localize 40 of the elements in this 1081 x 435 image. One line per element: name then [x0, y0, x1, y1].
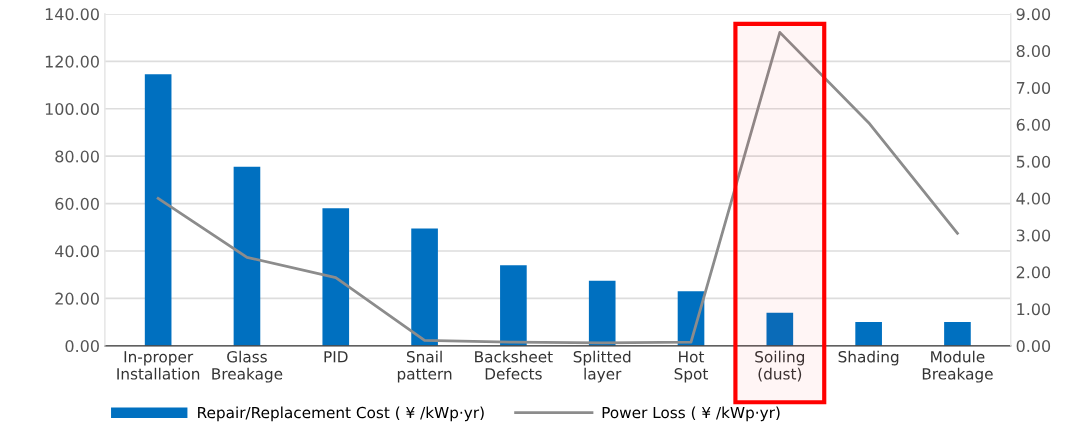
- y2-tick-label: 1.00: [1017, 303, 1051, 316]
- x-tick-label: Hot Spot: [674, 351, 709, 383]
- y2-tick-label: 8.00: [1016, 45, 1051, 58]
- y-tick-label: 40.00: [55, 245, 99, 258]
- bar: [855, 322, 882, 346]
- x-tick-label: Backsheet Defects: [475, 350, 553, 380]
- bar: [411, 228, 438, 346]
- x-tick-label: PID: [324, 351, 348, 363]
- x-tick-label: Module Breakage: [922, 350, 993, 383]
- y-tick-label: 20.00: [55, 292, 99, 305]
- x-tick-label: Soiling (dust): [755, 350, 805, 382]
- legend-label: Power Loss ( ¥ /kWp·yr): [602, 406, 780, 422]
- bar: [766, 312, 794, 346]
- y2-tick-label: 0.00: [1016, 340, 1051, 353]
- bar: [144, 74, 172, 346]
- bar: [944, 322, 971, 346]
- bar: [588, 280, 616, 346]
- bar: [322, 208, 350, 346]
- line-series: [156, 30, 959, 345]
- x-tick-label: Snail pattern: [397, 350, 452, 383]
- x-tick-label: Splitted layer: [573, 350, 631, 383]
- y-tick-label: 80.00: [55, 150, 99, 163]
- legend-label: Repair/Replacement Cost ( ¥ /kWp·yr): [198, 406, 484, 422]
- y-tick-label: 100.00: [45, 102, 99, 116]
- y2-tick-label: 3.00: [1016, 229, 1051, 242]
- bar: [500, 265, 527, 346]
- y2-tick-label: 5.00: [1016, 155, 1051, 168]
- y-tick-label: 0.00: [65, 340, 99, 353]
- y-tick-label: 140.00: [45, 8, 99, 21]
- y2-tick-label: 7.00: [1016, 81, 1051, 94]
- y-tick-label: 60.00: [55, 197, 99, 210]
- x-tick-label: In-proper Installation: [117, 351, 200, 380]
- x-tick-label: Glass Breakage: [212, 350, 283, 383]
- y2-tick-label: 9.00: [1016, 8, 1051, 21]
- y2-tick-label: 6.00: [1016, 118, 1051, 131]
- y-tick-label: 120.00: [45, 55, 99, 68]
- bar: [233, 166, 261, 346]
- y2-tick-label: 4.00: [1016, 192, 1051, 205]
- x-tick-label: Shading: [838, 350, 899, 366]
- y2-tick-label: 2.00: [1016, 266, 1051, 279]
